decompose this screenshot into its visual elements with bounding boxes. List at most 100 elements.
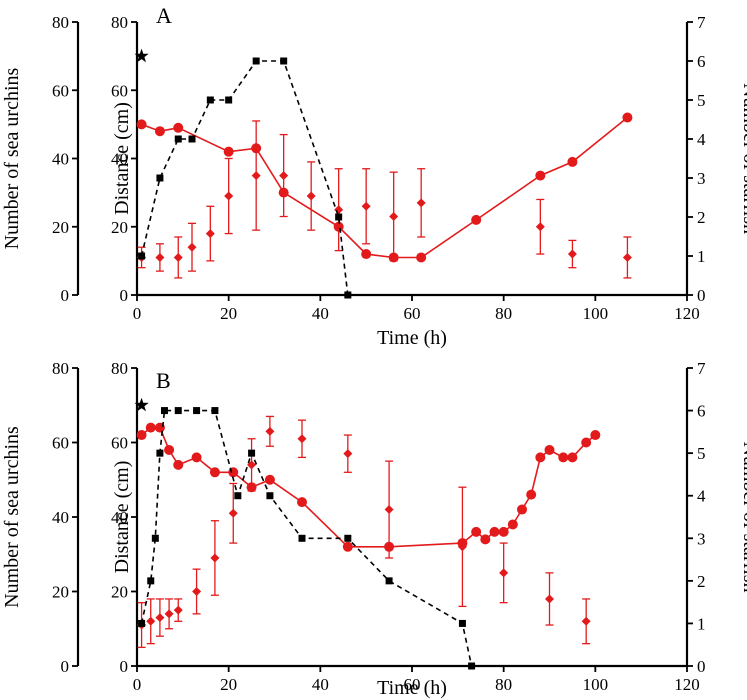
- data-point-diamond: [306, 191, 316, 201]
- data-point-circle: [297, 497, 307, 508]
- y-outer-axis-title: Number of sea urchins: [1, 426, 23, 608]
- series-line-red: [141, 116, 628, 259]
- y-outer-tick-label: 40: [52, 150, 69, 169]
- y-right-tick-label: 6: [697, 402, 706, 421]
- data-point-square: [156, 449, 164, 457]
- y-right-tick-label: 1: [697, 614, 706, 633]
- y-right-tick-label: 5: [697, 444, 706, 463]
- data-point-circle: [622, 112, 633, 123]
- series-line-dashed: [140, 409, 473, 667]
- data-point-circle: [173, 122, 184, 133]
- x-tick-label: 0: [133, 304, 142, 323]
- y-outer-tick-label: 80: [52, 13, 69, 32]
- data-point-diamond: [297, 434, 307, 444]
- data-point-diamond: [146, 616, 156, 626]
- data-point-diamond: [173, 605, 183, 615]
- y-inner-tick-label: 80: [111, 359, 128, 378]
- y-inner-tick-label: 60: [111, 434, 128, 453]
- y-outer-tick-label: 80: [52, 359, 69, 378]
- data-point-square: [174, 135, 182, 143]
- x-tick-label: 60: [404, 675, 421, 694]
- data-point-diamond: [343, 449, 353, 459]
- data-point-square: [280, 57, 288, 65]
- data-point-circle: [567, 156, 578, 167]
- y-right-tick-label: 4: [697, 487, 706, 506]
- data-point-diamond: [334, 205, 344, 215]
- x-tick-label: 80: [495, 675, 512, 694]
- data-point-square: [193, 407, 201, 415]
- data-point-diamond: [228, 508, 238, 518]
- y-right-tick-label: 1: [697, 247, 706, 266]
- data-point-circle: [416, 252, 427, 263]
- panel-label: A: [156, 3, 172, 28]
- y-inner-tick-label: 0: [120, 286, 129, 305]
- data-point-circle: [498, 526, 509, 537]
- y-inner-tick-label: 0: [120, 657, 129, 676]
- y-right-axis-title: Number of starfish: [739, 83, 747, 234]
- data-point-diamond: [416, 198, 426, 208]
- data-point-square: [138, 252, 146, 260]
- data-point-square: [211, 407, 219, 415]
- data-point-circle: [489, 526, 500, 537]
- data-point-diamond: [164, 609, 174, 619]
- data-point-square: [138, 619, 146, 627]
- data-point-circle: [480, 534, 491, 545]
- y-right-tick-label: 6: [697, 52, 706, 71]
- data-point-circle: [471, 214, 482, 225]
- data-point-diamond: [457, 542, 467, 552]
- data-point-square: [344, 291, 352, 299]
- x-tick-label: 0: [133, 675, 142, 694]
- data-point-diamond: [205, 229, 215, 239]
- y-inner-tick-label: 60: [111, 81, 128, 100]
- data-point-diamond: [155, 252, 165, 262]
- data-point-circle: [173, 459, 184, 470]
- data-point-diamond: [384, 505, 394, 515]
- y-inner-tick-label: 80: [111, 13, 128, 32]
- x-tick-label: 80: [495, 304, 512, 323]
- data-point-circle: [471, 526, 482, 537]
- data-point-diamond: [279, 171, 289, 181]
- chart-panel-a: 0 20 40 60 80 100 1200204060800204060800123456…: [1, 3, 747, 349]
- data-point-circle: [535, 452, 546, 463]
- data-point-square: [174, 407, 182, 415]
- y-right-tick-label: 3: [697, 169, 706, 188]
- data-point-square: [234, 492, 242, 500]
- x-tick-label: 100: [583, 675, 609, 694]
- data-point-square: [147, 577, 155, 585]
- data-point-square: [156, 174, 164, 182]
- data-point-diamond: [622, 252, 632, 262]
- data-point-square: [248, 449, 256, 457]
- data-point-circle: [567, 452, 578, 463]
- y-right-tick-label: 0: [697, 286, 706, 305]
- y-inner-axis-title: Distance (cm): [111, 461, 133, 574]
- data-point-square: [298, 534, 306, 542]
- data-point-square: [252, 57, 260, 65]
- data-point-diamond: [545, 594, 554, 604]
- data-point-diamond: [224, 191, 234, 201]
- data-point-circle: [581, 437, 592, 448]
- y-outer-tick-label: 0: [61, 657, 70, 676]
- data-point-circle: [145, 422, 156, 433]
- x-tick-label: 100: [583, 304, 609, 323]
- y-outer-tick-label: 20: [52, 218, 69, 237]
- y-right-tick-label: 7: [697, 13, 706, 32]
- y-inner-axis-title: Distance (cm): [111, 102, 133, 215]
- y-inner-tick-label: 40: [111, 150, 128, 169]
- data-point-square: [151, 534, 159, 542]
- data-point-circle: [517, 504, 527, 515]
- x-tick-label: 60: [404, 304, 421, 323]
- x-tick-label: 20: [220, 675, 237, 694]
- data-point-diamond: [389, 212, 399, 222]
- series-line-dashed: [140, 60, 349, 296]
- x-axis-title: Time (h): [377, 677, 447, 699]
- data-point-circle: [154, 126, 165, 137]
- data-point-diamond: [265, 426, 275, 436]
- data-point-diamond: [567, 249, 577, 259]
- y-inner-tick-label: 40: [111, 508, 128, 527]
- y-inner-tick-label: 20: [111, 583, 128, 602]
- y-right-tick-label: 5: [697, 91, 706, 110]
- data-point-circle: [361, 249, 372, 260]
- data-point-circle: [136, 119, 147, 130]
- data-point-diamond: [251, 171, 261, 181]
